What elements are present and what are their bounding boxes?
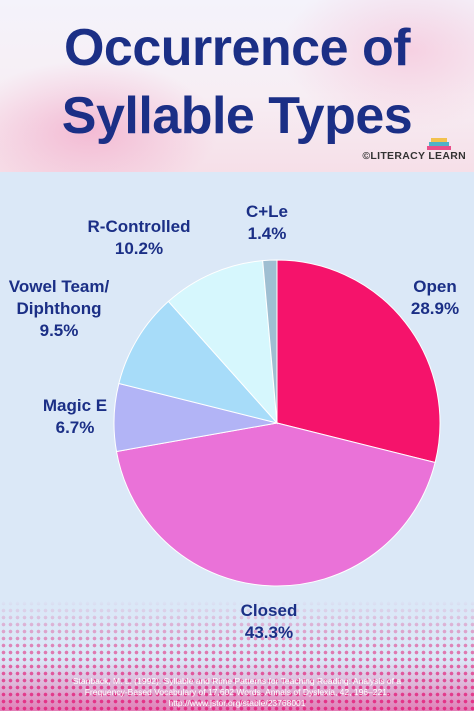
page-title-line2: Syllable Types — [61, 87, 413, 145]
label-cle-pct: 1.4% — [247, 224, 287, 243]
citation-line1: Stanback, M. L. (1992). Syllable and Rim… — [72, 676, 402, 686]
citation: Stanback, M. L. (1992). Syllable and Rim… — [40, 676, 434, 709]
decorative-glow — [280, 0, 474, 130]
citation-line3: http://www.jstor.org/stable/23768001 — [168, 698, 306, 708]
pie-slice-c-le — [262, 259, 278, 424]
label-cle-name: C+Le — [245, 202, 289, 221]
label-vowel-team: Vowel Team/ Diphthong 9.5% — [2, 276, 116, 342]
label-cle: C+Le 1.4% — [232, 201, 302, 245]
pie-slice-closed — [115, 422, 436, 587]
label-open-name: Open — [413, 277, 457, 296]
books-icon — [427, 138, 451, 150]
label-closed-name: Closed — [240, 601, 298, 620]
brand-logo: ©LITERACY LEARN — [362, 150, 466, 170]
label-vowel-team-name1: Vowel Team/ — [8, 277, 110, 296]
footer-gradient — [0, 660, 474, 711]
pie-slice-r-controlled — [167, 260, 278, 425]
pie-slice-open — [276, 259, 441, 464]
label-magic-e-name: Magic E — [42, 396, 108, 415]
pie-slice-vowel-team-diphthong — [118, 300, 279, 424]
label-open-pct: 28.9% — [410, 299, 460, 318]
label-open: Open 28.9% — [396, 276, 474, 320]
label-r-controlled-pct: 10.2% — [114, 239, 164, 258]
label-vowel-team-name2: Diphthong — [16, 299, 102, 318]
label-r-controlled: R-Controlled 10.2% — [74, 216, 204, 260]
label-closed-pct: 43.3% — [244, 623, 294, 642]
label-closed: Closed 43.3% — [219, 600, 319, 644]
label-r-controlled-name: R-Controlled — [87, 217, 191, 236]
header-banner: Occurrence of Syllable Types ©LITERACY L… — [0, 0, 474, 172]
page-title-line1: Occurrence of — [63, 19, 411, 77]
label-magic-e-pct: 6.7% — [55, 418, 95, 437]
label-vowel-team-pct: 9.5% — [39, 321, 79, 340]
label-magic-e: Magic E 6.7% — [30, 395, 120, 439]
decorative-glow — [0, 60, 220, 172]
brand-name: ©LITERACY LEARN — [362, 150, 466, 163]
citation-line2: Frequency-Based Vocabulary of 17,602 Wor… — [84, 687, 390, 697]
